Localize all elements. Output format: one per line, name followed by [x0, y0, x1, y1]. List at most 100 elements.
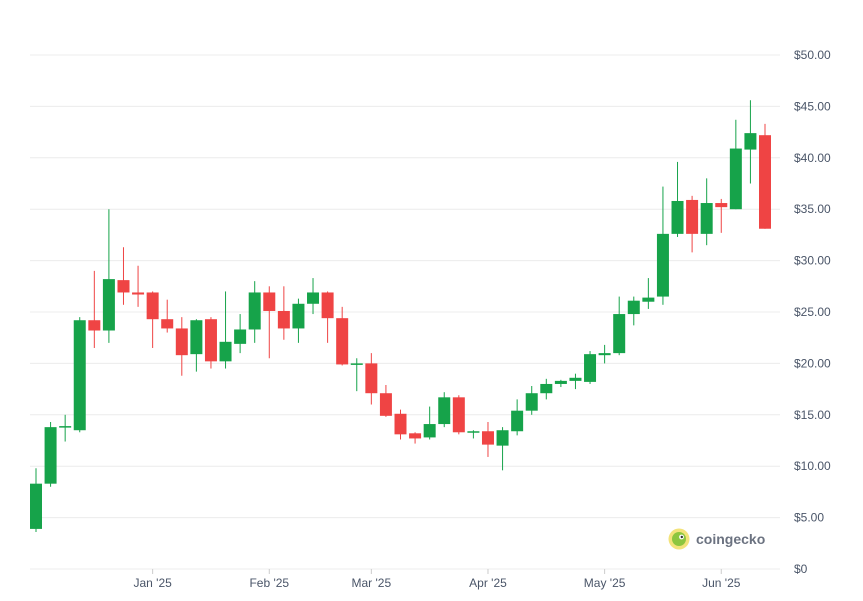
candle-body — [88, 320, 101, 331]
candle-body — [59, 426, 72, 428]
candle — [613, 296, 626, 356]
candle — [44, 421, 57, 487]
candle-body — [219, 341, 232, 362]
candle — [423, 406, 436, 440]
candle-body — [481, 431, 494, 445]
y-axis-ticks: $0 $5.00 $10.00 $15.00 $20.00 $25.00 $30.00 $35… — [794, 48, 831, 576]
coingecko-watermark: coingecko — [668, 528, 765, 550]
candle-body — [613, 314, 626, 354]
candle-body — [132, 292, 145, 295]
y-tick-label: $40.00 — [794, 151, 831, 165]
candle-body — [744, 133, 757, 150]
candle — [700, 178, 713, 246]
candle-body — [321, 292, 334, 319]
candle — [496, 427, 509, 471]
candle — [511, 399, 524, 436]
candle — [277, 286, 290, 340]
candle-body — [540, 383, 553, 394]
candle — [584, 351, 597, 384]
candle-body — [467, 431, 480, 433]
candle-body — [584, 354, 597, 382]
candle-body — [496, 430, 509, 446]
candle-body — [190, 320, 203, 355]
candle — [350, 358, 363, 392]
candle — [569, 373, 582, 390]
candle — [175, 317, 188, 376]
candle-body — [248, 292, 261, 330]
candle — [671, 161, 684, 237]
candle — [525, 386, 538, 415]
x-axis-ticks: Jan '25 Feb '25 Mar '25 Apr '25 May '25 Jun '… — [133, 569, 741, 590]
candle — [263, 286, 276, 359]
candle — [190, 319, 203, 372]
y-tick-label: $45.00 — [794, 99, 831, 113]
candle-body — [30, 483, 42, 529]
candle — [321, 291, 334, 343]
x-tick-label: Jan '25 — [133, 576, 172, 590]
candle — [146, 291, 159, 348]
candle-body — [175, 328, 188, 356]
candle — [715, 198, 728, 233]
candle — [409, 432, 422, 444]
candle — [598, 344, 611, 364]
candle — [73, 317, 86, 433]
candle-body — [438, 397, 451, 425]
candle-body — [336, 318, 349, 365]
candle-body — [656, 233, 669, 297]
candle-body — [117, 280, 130, 293]
y-tick-label: $35.00 — [794, 202, 831, 216]
candle-body — [598, 353, 611, 356]
candle — [336, 306, 349, 366]
candle-body — [146, 292, 159, 320]
candle — [394, 409, 407, 440]
candle — [219, 291, 232, 369]
candle-body — [204, 319, 217, 362]
gridlines — [30, 54, 780, 570]
y-tick-label: $0 — [794, 562, 808, 576]
candle-body — [700, 203, 713, 234]
candle-body — [365, 363, 378, 394]
candle — [642, 278, 655, 309]
candle — [102, 209, 115, 343]
candle — [554, 379, 567, 388]
candle — [452, 395, 465, 435]
watermark-text: coingecko — [696, 531, 766, 547]
candle — [438, 392, 451, 428]
candle-body — [715, 203, 728, 208]
x-tick-label: Mar '25 — [352, 576, 392, 590]
candle — [117, 247, 130, 305]
candle-body — [394, 413, 407, 435]
candle — [234, 314, 247, 354]
candle-body — [423, 424, 436, 438]
candle — [627, 296, 640, 326]
candle-body — [452, 397, 465, 433]
candle-body — [161, 319, 174, 329]
candle — [161, 299, 174, 333]
x-tick-label: Jun '25 — [702, 576, 741, 590]
candle-body — [409, 433, 422, 439]
candle-body — [277, 310, 290, 329]
y-tick-label: $10.00 — [794, 459, 831, 473]
candle-body — [759, 135, 771, 229]
candle — [379, 384, 392, 417]
candle-body — [554, 380, 567, 384]
candle-body — [73, 320, 86, 431]
candle — [744, 100, 757, 184]
candle-body — [569, 377, 582, 381]
x-tick-label: May '25 — [584, 576, 626, 590]
candle-body — [44, 427, 57, 484]
candle-body — [642, 297, 655, 302]
candle-body — [292, 303, 305, 329]
candle — [759, 123, 771, 229]
candle — [656, 186, 669, 305]
y-tick-label: $20.00 — [794, 356, 831, 370]
candle — [365, 353, 378, 405]
coingecko-logo-icon — [668, 528, 690, 550]
candle — [59, 414, 72, 442]
candle — [686, 195, 699, 253]
candle-body — [525, 393, 538, 411]
y-tick-label: $25.00 — [794, 305, 831, 319]
candles — [30, 100, 771, 532]
candle — [467, 430, 480, 439]
